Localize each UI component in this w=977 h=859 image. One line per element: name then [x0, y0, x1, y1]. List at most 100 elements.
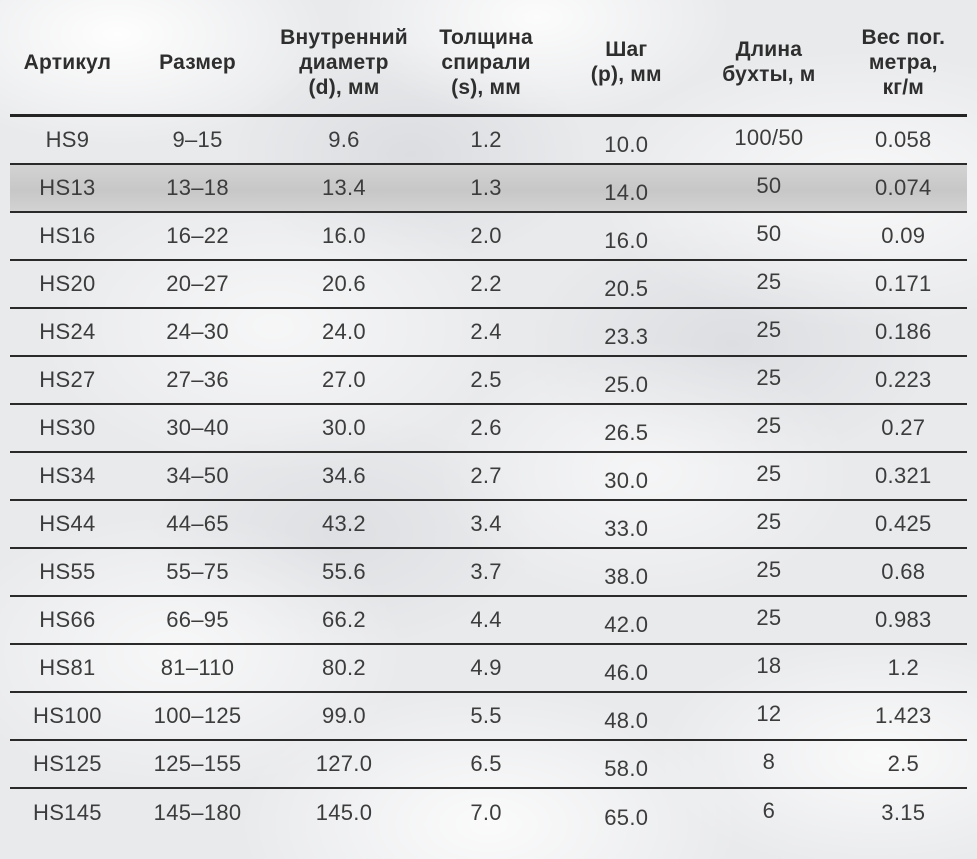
table-cell: HS13	[39, 175, 96, 200]
table-row: HS145 145–180 145.0 7.0 65.0 6 3.15	[10, 789, 967, 837]
table-cell: HS24	[39, 319, 96, 344]
table-cell: 81–110	[160, 655, 235, 680]
column-header-size: Размер	[159, 50, 236, 74]
table-cell: 5.5	[470, 703, 502, 728]
table-cell: 27–36	[166, 367, 229, 392]
table-cell: 2.0	[470, 223, 502, 248]
table-cell: 100–125	[153, 703, 242, 728]
table-cell: 1.423	[875, 703, 932, 728]
table-cell: HS81	[39, 655, 96, 680]
table-body: HS9 9–15 9.6 1.2 10.0 100/50 0.058 HS13 13–18 13.…	[10, 117, 967, 837]
table-cell: 6.5	[470, 751, 502, 776]
table-cell: 16.0	[604, 228, 649, 253]
table-cell: HS30	[39, 415, 96, 440]
table-cell: 26.5	[604, 420, 649, 445]
table-cell: 20.5	[604, 276, 649, 301]
table-row: HS66 66–95 66.2 4.4 42.0 25 0.983	[10, 597, 967, 645]
table-cell: 0.186	[875, 319, 932, 344]
table-cell: 34.6	[321, 463, 366, 488]
table-cell: 65.0	[604, 805, 649, 830]
table-row: HS34 34–50 34.6 2.7 30.0 25 0.321	[10, 453, 967, 501]
table-cell: 66.2	[321, 607, 366, 632]
table-cell: 25.0	[604, 372, 649, 397]
table-cell: 10.0	[604, 132, 649, 157]
table-row: HS16 16–22 16.0 2.0 16.0 50 0.09	[10, 213, 967, 261]
table-cell: 30.0	[321, 415, 366, 440]
table-cell: 27.0	[321, 367, 366, 392]
table-cell: 25	[756, 413, 782, 438]
table-row: HS100 100–125 99.0 5.5 48.0 12 1.423	[10, 693, 967, 741]
table-cell: 2.5	[887, 751, 920, 776]
table-cell: 48.0	[604, 708, 649, 733]
spec-table: Артикул Размер Внутренний диаметр (d), м…	[10, 0, 967, 837]
table-cell: 0.223	[875, 367, 932, 392]
table-cell: 0.321	[875, 463, 932, 488]
table-row: HS125 125–155 127.0 6.5 58.0 8 2.5	[10, 741, 967, 789]
table-cell: 42.0	[604, 612, 649, 637]
table-cell: 12	[756, 701, 782, 726]
table-cell: 2.6	[470, 415, 502, 440]
table-row: HS81 81–110 80.2 4.9 46.0 18 1.2	[10, 645, 967, 693]
table-cell: 145.0	[315, 800, 373, 825]
table-cell: 24.0	[321, 319, 366, 344]
table-header-row: Артикул Размер Внутренний диаметр (d), м…	[10, 0, 967, 117]
table-cell: HS34	[39, 463, 96, 488]
table-cell: 30.0	[604, 468, 649, 493]
table-cell: 55–75	[166, 559, 229, 584]
table-cell: 25	[756, 317, 782, 342]
table-cell: 1.2	[887, 655, 920, 680]
table-cell: 1.2	[470, 127, 502, 152]
table-row: HS20 20–27 20.6 2.2 20.5 25 0.171	[10, 261, 967, 309]
table-cell: 43.2	[321, 511, 366, 536]
table-cell: 0.983	[875, 607, 932, 632]
table-cell: 8	[762, 749, 776, 774]
table-cell: 127.0	[315, 751, 373, 776]
table-cell: 33.0	[604, 516, 649, 541]
table-cell: 0.27	[881, 415, 926, 440]
column-header-inner-diameter: Внутренний диаметр (d), мм	[280, 25, 408, 99]
table-cell: 20.6	[321, 271, 366, 296]
table-cell: 25	[756, 269, 782, 294]
table-cell: 16.0	[321, 223, 366, 248]
table-cell: 4.4	[470, 607, 502, 632]
table-cell: 25	[756, 365, 782, 390]
table-cell: 25	[756, 461, 782, 486]
table-row-highlighted: HS13 13–18 13.4 1.3 14.0 50 0.074	[10, 165, 967, 213]
table-cell: 100/50	[734, 125, 804, 150]
table-cell: 9–15	[172, 127, 223, 152]
table-cell: 30–40	[166, 415, 229, 440]
table-cell: 7.0	[470, 800, 502, 825]
table-cell: 25	[756, 509, 782, 534]
table-cell: 3.7	[470, 559, 502, 584]
table-cell: HS16	[39, 223, 96, 248]
table-cell: 0.09	[881, 223, 926, 248]
table-cell: 1.3	[470, 175, 502, 200]
table-cell: 2.2	[470, 271, 502, 296]
table-cell: HS145	[33, 800, 102, 825]
table-cell: HS27	[39, 367, 96, 392]
table-cell: 2.7	[470, 463, 502, 488]
table-cell: 25	[756, 605, 782, 630]
table-row: HS9 9–15 9.6 1.2 10.0 100/50 0.058	[10, 117, 967, 165]
table-cell: 3.4	[470, 511, 502, 536]
column-header-spiral-thickness: Толщина спирали (s), мм	[439, 25, 533, 99]
table-cell: 0.425	[875, 511, 932, 536]
table-cell: 99.0	[321, 703, 366, 728]
table-cell: 58.0	[604, 756, 649, 781]
table-row: HS55 55–75 55.6 3.7 38.0 25 0.68	[10, 549, 967, 597]
table-cell: 44–65	[166, 511, 229, 536]
table-cell: 14.0	[604, 180, 649, 205]
table-cell: 46.0	[604, 660, 649, 685]
table-cell: HS66	[39, 607, 96, 632]
table-cell: 2.4	[470, 319, 502, 344]
table-cell: 66–95	[166, 607, 229, 632]
table-cell: 20–27	[166, 271, 229, 296]
table-cell: 18	[756, 653, 782, 678]
column-header-coil-length: Длина бухты, м	[722, 38, 816, 86]
table-cell: HS20	[39, 271, 96, 296]
table-cell: 0.171	[875, 271, 932, 296]
table-cell: 13.4	[321, 175, 366, 200]
column-header-pitch: Шаг (p), мм	[590, 38, 662, 86]
table-cell: 34–50	[166, 463, 229, 488]
table-cell: HS9	[45, 127, 90, 152]
